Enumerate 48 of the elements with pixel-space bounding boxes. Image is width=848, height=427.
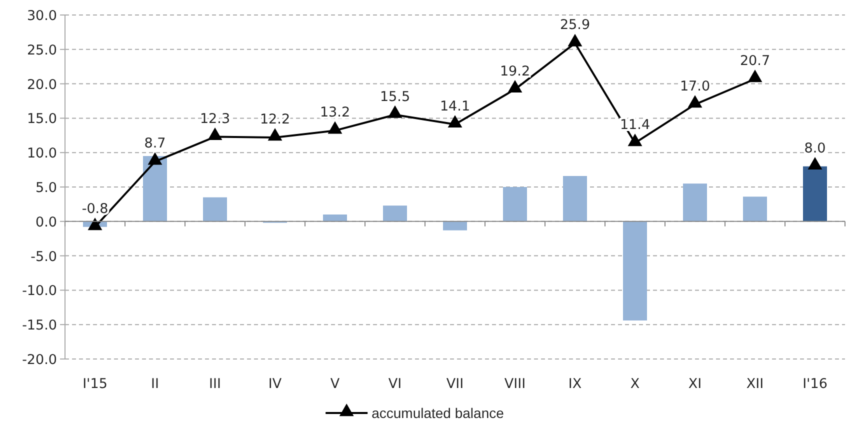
x-tick-label: I'15 — [82, 376, 108, 392]
data-label: 20.7 — [740, 52, 770, 69]
y-tick-label: 30.0 — [26, 8, 57, 24]
bar — [623, 221, 647, 320]
bar — [443, 221, 467, 230]
x-tick-label: IV — [268, 376, 282, 392]
x-tick-label: IX — [568, 376, 582, 392]
data-label: 8.0 — [804, 140, 826, 156]
y-tick-label: -15.0 — [22, 318, 57, 334]
bar — [383, 206, 407, 222]
data-label: 17.0 — [680, 78, 710, 94]
bar — [563, 176, 587, 222]
y-tick-label: 0.0 — [36, 214, 57, 230]
y-tick-label: 15.0 — [26, 111, 57, 128]
y-tick-label: 20.0 — [26, 76, 57, 93]
y-tick-label: 5.0 — [36, 180, 57, 196]
bar — [743, 196, 767, 222]
bar — [683, 184, 707, 222]
x-tick-label: I'16 — [802, 376, 828, 392]
x-tick-label: II — [151, 376, 159, 392]
y-tick-label: 10.0 — [26, 146, 57, 162]
x-tick-label: XI — [688, 376, 702, 392]
bar — [323, 214, 347, 222]
data-label: 8.7 — [144, 136, 166, 152]
bar — [503, 187, 527, 222]
data-label: -0.8 — [82, 200, 108, 217]
legend-label: accumulated balance — [372, 405, 504, 421]
x-tick-label: V — [330, 376, 340, 392]
y-tick-label: 25.0 — [26, 42, 57, 58]
data-label: 13.2 — [320, 104, 350, 121]
x-tick-label: X — [630, 376, 640, 392]
data-label: 14.1 — [440, 98, 470, 114]
x-tick-label: VII — [446, 376, 464, 392]
y-tick-label: -10.0 — [22, 283, 57, 300]
data-label: 12.3 — [200, 110, 230, 127]
bar — [803, 166, 827, 222]
x-tick-label: VI — [388, 376, 402, 392]
x-tick-label: XII — [746, 376, 764, 392]
x-tick-label: III — [209, 376, 221, 392]
data-label: 12.2 — [260, 111, 290, 128]
bar — [203, 197, 227, 222]
data-label: 25.9 — [560, 17, 590, 34]
y-tick-label: -5.0 — [30, 248, 57, 265]
bar — [143, 156, 167, 222]
y-tick-label: -20.0 — [22, 352, 57, 368]
data-label: 19.2 — [500, 63, 530, 80]
x-tick-label: VIII — [504, 376, 526, 392]
data-label: 15.5 — [380, 88, 410, 105]
